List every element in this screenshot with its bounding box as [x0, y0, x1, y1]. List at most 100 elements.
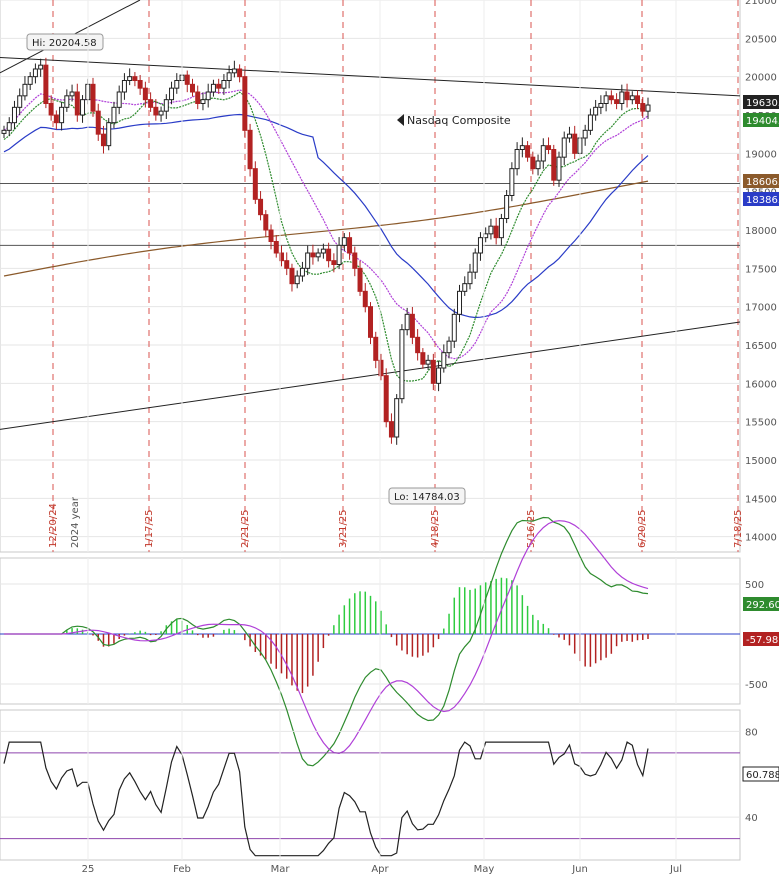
x-tick-label: May	[474, 864, 495, 875]
candle-body	[446, 340, 452, 354]
candle-body	[221, 80, 227, 89]
candle-body	[106, 122, 112, 147]
candle-body	[320, 248, 326, 254]
price-label-text: 18606.	[746, 177, 779, 188]
candle-body	[373, 336, 379, 361]
candle-body	[116, 91, 122, 108]
candle-body	[425, 359, 431, 365]
candle-body	[357, 267, 363, 292]
candle-body	[195, 91, 201, 104]
x-tick-label: Jun	[571, 864, 588, 875]
date-marker-label: 6/20/25	[637, 509, 648, 548]
date-marker-label: 5/16/25	[526, 509, 537, 548]
candle-body	[242, 76, 248, 131]
y-tick-label: 19000	[745, 149, 777, 160]
candle-body	[27, 76, 33, 85]
date-marker-label: 1/17/25	[144, 509, 155, 548]
candle-body	[268, 229, 274, 242]
candle-body	[556, 156, 562, 181]
candle-body	[252, 168, 258, 200]
y-tick-label: 17500	[745, 264, 777, 275]
candle-body	[415, 336, 421, 354]
x-tick-label: Mar	[271, 864, 291, 875]
macd-value-text: -57.98	[746, 635, 778, 646]
ma-50-line	[3, 113, 649, 319]
candle-body	[362, 290, 368, 308]
rsi-value-box	[742, 766, 779, 782]
candle-body	[388, 421, 394, 438]
candle-body	[315, 252, 321, 258]
candle-body	[582, 129, 588, 139]
price-label-text: 19404.	[746, 116, 779, 127]
date-marker-label: 4/18/25	[430, 509, 441, 548]
date-marker-label: 12/20/24	[48, 503, 59, 548]
low-annotation-box	[388, 487, 466, 505]
candle-body	[352, 252, 358, 269]
candle-body	[430, 359, 436, 384]
candle-body	[148, 99, 154, 108]
candle-body	[1, 129, 7, 134]
candle-body	[598, 103, 604, 108]
candle-body	[420, 352, 426, 365]
candle-body	[237, 68, 243, 78]
date-marker-label: 2/21/25	[240, 509, 251, 548]
candle-body	[525, 145, 531, 158]
y-tick-label: 20000	[745, 73, 777, 84]
candle-body	[566, 133, 572, 139]
rsi-panel	[0, 709, 741, 861]
rsi-y-tick: 80	[745, 727, 758, 738]
macd-value-box	[743, 597, 779, 611]
macd-y-tick: 500	[745, 580, 764, 591]
lower-trendline	[0, 321, 741, 430]
candle-body	[6, 122, 12, 131]
candle-body	[514, 149, 520, 170]
price-axis-labels: 14000 14500 15000 15500 16000 16500 17000 17500…	[743, 0, 779, 544]
candle-body	[488, 225, 494, 235]
candle-body	[493, 225, 499, 239]
candle-body	[43, 64, 49, 104]
rsi-indicator: 80 40 60.788	[0, 727, 779, 857]
candle-body	[624, 91, 630, 101]
candle-body	[22, 83, 28, 97]
price-label-box	[743, 174, 779, 188]
candle-body	[258, 198, 264, 216]
candlesticks	[1, 57, 651, 445]
candle-body	[111, 106, 117, 124]
ma-200-line	[3, 180, 649, 277]
y-tick-label: 14000	[745, 533, 777, 544]
candle-body	[305, 252, 311, 269]
candle-body	[310, 252, 316, 258]
annotations: Hi: 20204.58 Lo: 14784.03	[26, 33, 466, 505]
candle-body	[210, 83, 216, 93]
candle-body	[59, 106, 65, 124]
candle-body	[409, 313, 415, 338]
candle-body	[299, 267, 305, 277]
candle-body	[38, 64, 44, 70]
date-marker-label: 3/21/25	[338, 509, 349, 548]
candle-body	[32, 68, 38, 78]
chart-title: Nasdaq Composite	[407, 114, 511, 127]
y-tick-label: 20500	[745, 34, 777, 45]
candle-body	[80, 99, 86, 116]
candle-body	[216, 83, 222, 89]
price-label-box	[743, 192, 779, 206]
candle-body	[142, 87, 148, 101]
candle-body	[462, 283, 468, 292]
candle-body	[572, 133, 578, 154]
x-axis: 25 Feb Mar Apr May Jun Jul	[82, 0, 682, 875]
candle-body	[247, 129, 253, 170]
candle-body	[603, 95, 609, 105]
candle-body	[184, 74, 190, 85]
y-tick-label: 14500	[745, 494, 777, 505]
date-marker-label: 7/18/25	[733, 509, 744, 548]
candle-body	[326, 248, 332, 262]
candle-body	[137, 80, 143, 89]
candle-body	[69, 91, 75, 97]
candle-body	[336, 244, 342, 265]
candle-body	[278, 252, 284, 262]
candle-body	[472, 252, 478, 273]
candle-body	[200, 99, 206, 104]
price-overlays	[0, 0, 741, 430]
candle-body	[593, 106, 599, 116]
candle-body	[635, 95, 641, 105]
